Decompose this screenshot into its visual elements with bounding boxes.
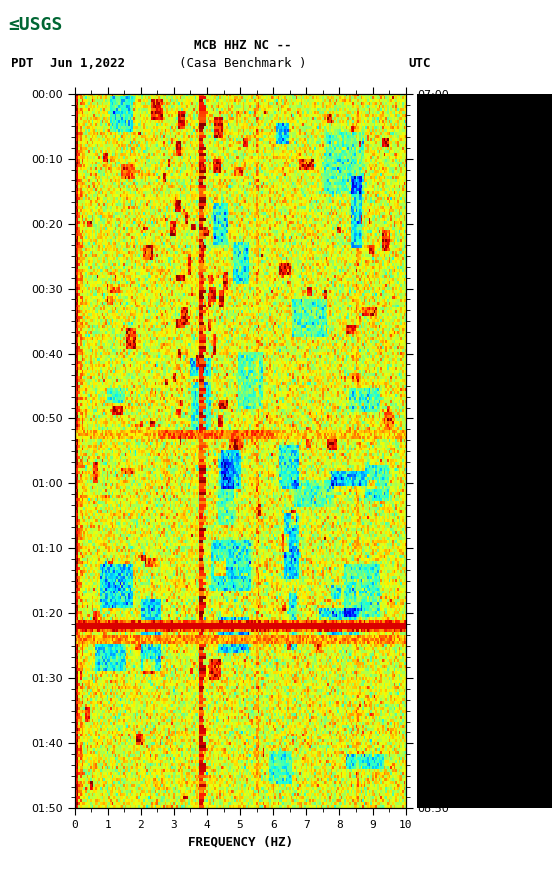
- Text: MCB HHZ NC --: MCB HHZ NC --: [194, 38, 291, 52]
- Text: PDT: PDT: [11, 56, 34, 70]
- Text: ≤USGS: ≤USGS: [8, 16, 63, 34]
- Text: (Casa Benchmark ): (Casa Benchmark ): [179, 56, 306, 70]
- Text: Jun 1,2022: Jun 1,2022: [50, 56, 125, 70]
- Text: UTC: UTC: [408, 56, 431, 70]
- X-axis label: FREQUENCY (HZ): FREQUENCY (HZ): [188, 836, 293, 848]
